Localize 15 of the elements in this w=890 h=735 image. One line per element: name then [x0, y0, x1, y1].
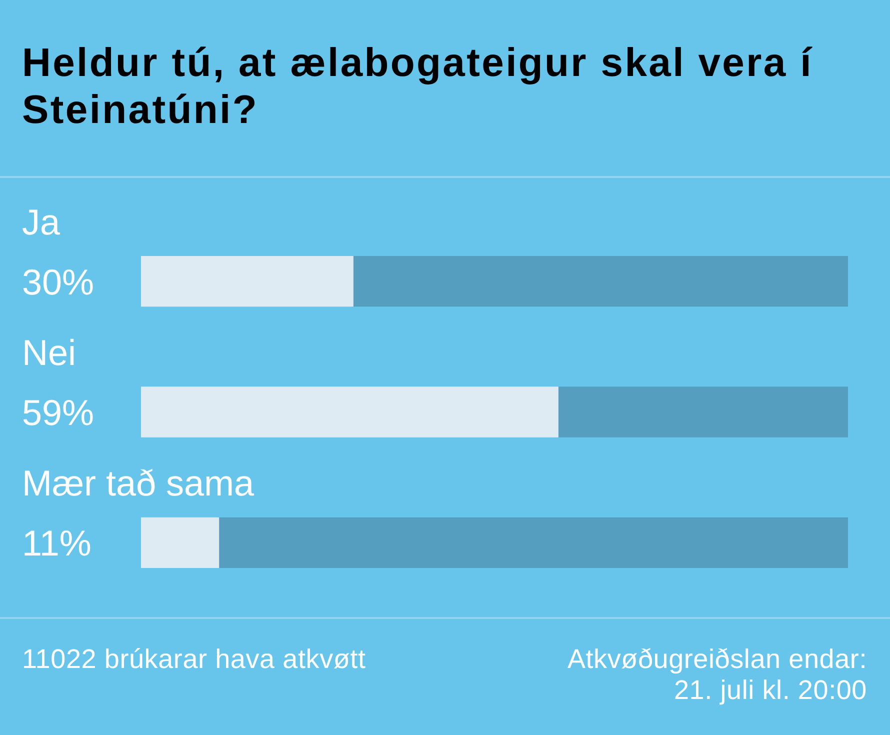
text: 11022 brúkarar hava atkvøtt — [22, 644, 366, 675]
y-tick-label: Mær tað sama — [22, 462, 256, 504]
data-label: 59% — [22, 392, 94, 433]
data-label: 30% — [22, 261, 94, 302]
data-label: 11% — [22, 522, 92, 564]
bar — [141, 256, 354, 307]
chart-title: Heldur tú, at ælabogateigur skal vera í Steinatúni? — [22, 40, 814, 134]
y-tick-label: Ja — [22, 201, 61, 242]
y-tick-label: Nei — [22, 332, 76, 373]
bar — [352, 256, 848, 307]
text: Atkvøðugreiðslan endar: 21. juli kl. 20:00 — [566, 644, 867, 706]
bar — [558, 386, 848, 438]
bar — [141, 517, 220, 568]
bar — [141, 386, 558, 438]
bar — [218, 517, 848, 568]
